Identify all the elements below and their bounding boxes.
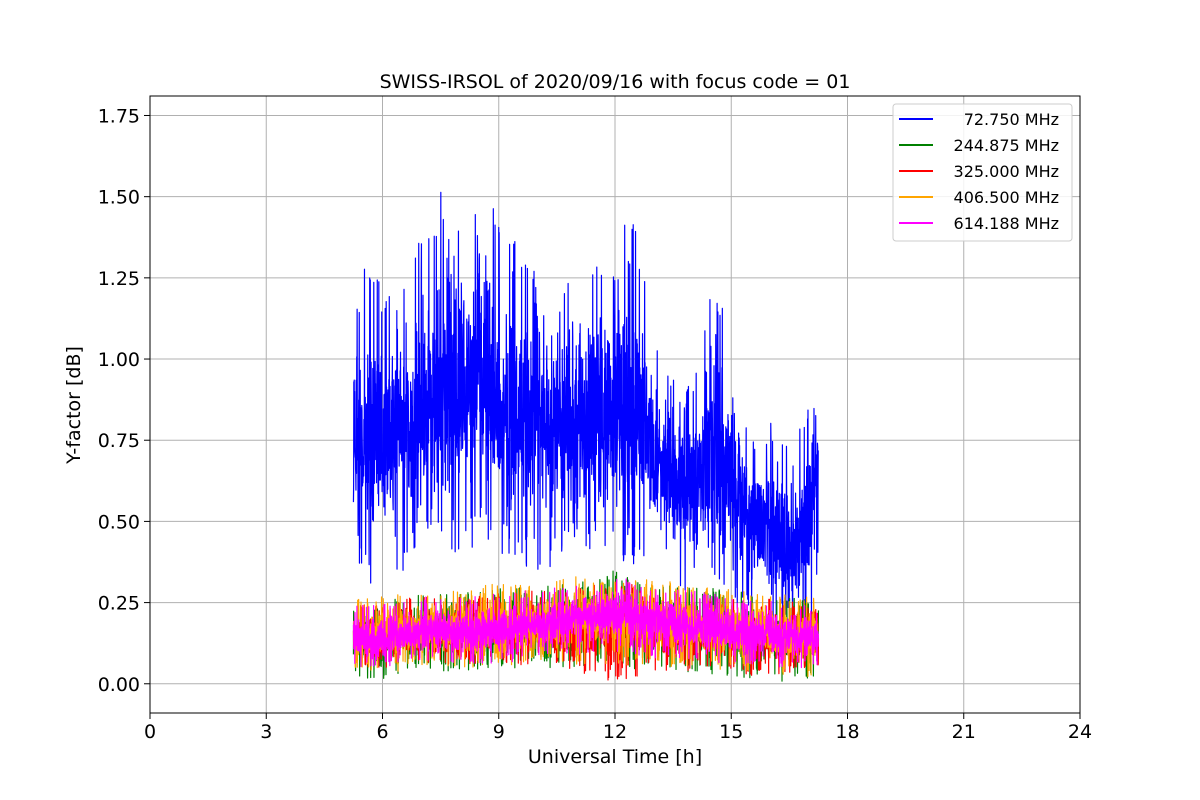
legend: 72.750 MHz 244.875 MHz 325.000 MHz 406.500 … <box>892 103 1073 242</box>
y-tick-label: 1.50 <box>98 187 140 209</box>
y-tick-label: 0.25 <box>98 593 140 615</box>
x-tick-label: 6 <box>376 721 388 743</box>
legend-entry-label: 72.750 MHz <box>964 110 1059 129</box>
y-tick-label: 0.50 <box>98 511 140 533</box>
x-tick-label: 9 <box>493 721 505 743</box>
series-line-4 <box>352 578 820 669</box>
x-tick-label: 21 <box>952 721 976 743</box>
y-tick-label: 1.75 <box>98 105 140 127</box>
y-tick-label: 0.00 <box>98 674 140 696</box>
y-tick-label: 1.25 <box>98 268 140 290</box>
chart-title: SWISS-IRSOL of 2020/09/16 with focus cod… <box>380 71 851 93</box>
y-axis-ticks: 0.00 0.25 0.50 0.75 1.00 1.25 1.50 1.75 <box>98 105 150 696</box>
y-tick-label: 0.75 <box>98 430 140 452</box>
legend-entry-label: 244.875 MHz <box>954 136 1059 155</box>
legend-frame <box>892 103 1073 242</box>
series-layer <box>352 191 820 682</box>
x-tick-label: 24 <box>1068 721 1092 743</box>
legend-entry-label: 614.188 MHz <box>954 214 1059 233</box>
series-line-0 <box>352 191 819 646</box>
y-tick-label: 1.00 <box>98 349 140 371</box>
legend-entry-label: 406.500 MHz <box>954 188 1059 207</box>
x-tick-label: 3 <box>260 721 272 743</box>
x-tick-label: 12 <box>603 721 627 743</box>
x-tick-label: 18 <box>835 721 859 743</box>
legend-entry-label: 325.000 MHz <box>954 162 1059 181</box>
x-axis-ticks: 0 3 6 9 12 15 18 21 24 <box>144 713 1092 743</box>
x-tick-label: 0 <box>144 721 156 743</box>
x-axis-label: Universal Time [h] <box>528 746 702 768</box>
y-axis-label: Y-factor [dB] <box>63 346 85 465</box>
x-tick-label: 15 <box>719 721 743 743</box>
